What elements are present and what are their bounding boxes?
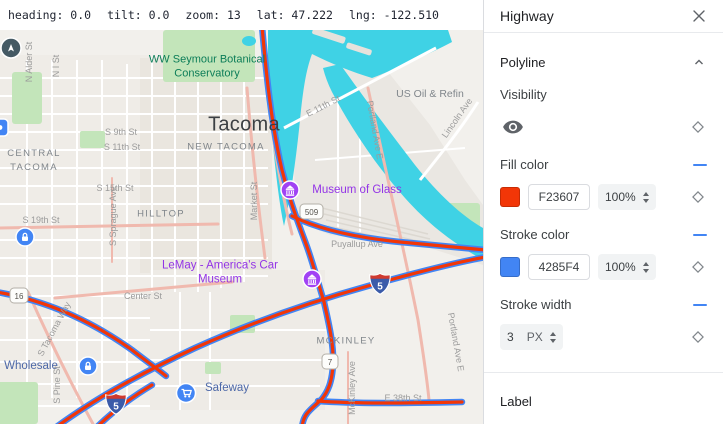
override-indicator [693, 163, 707, 166]
fill-color-controls: F23607 100% [500, 184, 707, 210]
stroke-width-row: Stroke width [500, 297, 707, 312]
chevron-up-icon[interactable] [691, 54, 707, 70]
svg-text:7: 7 [328, 358, 333, 367]
label-section-header: Label [500, 394, 707, 409]
stroke-color-controls: 4285F4 100% [500, 254, 707, 280]
route-shield-16: 16 [9, 287, 29, 304]
map-canvas[interactable]: 5 [0, 30, 483, 424]
stroke-width-controls: 3 PX [500, 324, 707, 350]
pier [312, 30, 346, 44]
route-shield-509: 509 [299, 203, 324, 220]
lock-poi-icon [15, 227, 35, 247]
override-indicator [693, 233, 707, 236]
fill-color-swatch[interactable] [500, 187, 520, 207]
section-divider [484, 372, 723, 373]
stroke-width-input[interactable]: 3 PX [500, 324, 563, 350]
status-zoom: zoom: 13 [185, 8, 241, 22]
fill-color-label: Fill color [500, 157, 549, 172]
panel-header: Highway [484, 0, 723, 33]
stroke-width-label: Stroke width [500, 297, 572, 312]
status-tilt: tilt: 0.0 [107, 8, 170, 22]
feature-style-panel: Highway Polyline Visibility [483, 0, 723, 424]
visibility-controls [500, 114, 707, 140]
stroke-opacity-value: 100% [605, 260, 636, 274]
stroke-opacity-input[interactable]: 100% [598, 254, 656, 280]
inheritance-diamond-icon[interactable] [689, 328, 707, 346]
fill-color-row: Fill color [500, 157, 707, 172]
dark-poi-icon [0, 37, 22, 59]
shopping-cart-icon [175, 382, 197, 404]
svg-text:16: 16 [15, 292, 24, 301]
visibility-row: Visibility [500, 87, 707, 102]
map-status-bar: heading: 0.0 tilt: 0.0 zoom: 13 lat: 47.… [0, 0, 483, 30]
close-icon[interactable] [689, 6, 709, 26]
fill-opacity-value: 100% [605, 190, 636, 204]
bridges [283, 46, 480, 181]
inheritance-diamond-icon[interactable] [689, 118, 707, 136]
inheritance-diamond-icon[interactable] [689, 258, 707, 276]
stroke-color-row: Stroke color [500, 227, 707, 242]
status-lat: lat: 47.222 [256, 8, 333, 22]
museum-icon [280, 180, 300, 200]
blue-square-poi-icon [0, 118, 9, 137]
label-section-title: Label [500, 394, 532, 409]
pier [346, 42, 372, 56]
lock-poi-icon [78, 356, 98, 376]
route-shield-7: 7 [321, 353, 339, 370]
stepper-arrows[interactable] [642, 191, 649, 203]
svg-text:509: 509 [305, 208, 319, 217]
visibility-eye-icon[interactable] [500, 114, 526, 140]
visibility-label: Visibility [500, 87, 547, 102]
stroke-color-hex-input[interactable]: 4285F4 [528, 254, 590, 280]
fill-opacity-input[interactable]: 100% [598, 184, 656, 210]
status-lng: lng: -122.510 [348, 8, 439, 22]
fill-color-hex-input[interactable]: F23607 [528, 184, 590, 210]
polyline-section-header: Polyline [500, 54, 707, 70]
polyline-section-title: Polyline [500, 54, 546, 70]
museum-icon [302, 269, 322, 289]
status-heading: heading: 0.0 [8, 8, 92, 22]
map-graphics: 5 [0, 30, 483, 424]
panel-title: Highway [500, 8, 554, 24]
override-indicator [693, 303, 707, 306]
stroke-color-label: Stroke color [500, 227, 570, 242]
stepper-arrows[interactable] [549, 331, 556, 343]
stroke-color-swatch[interactable] [500, 257, 520, 277]
stepper-arrows[interactable] [642, 261, 649, 273]
inheritance-diamond-icon[interactable] [689, 188, 707, 206]
stroke-width-unit: PX [526, 330, 543, 344]
stroke-width-value: 3 [507, 330, 514, 344]
